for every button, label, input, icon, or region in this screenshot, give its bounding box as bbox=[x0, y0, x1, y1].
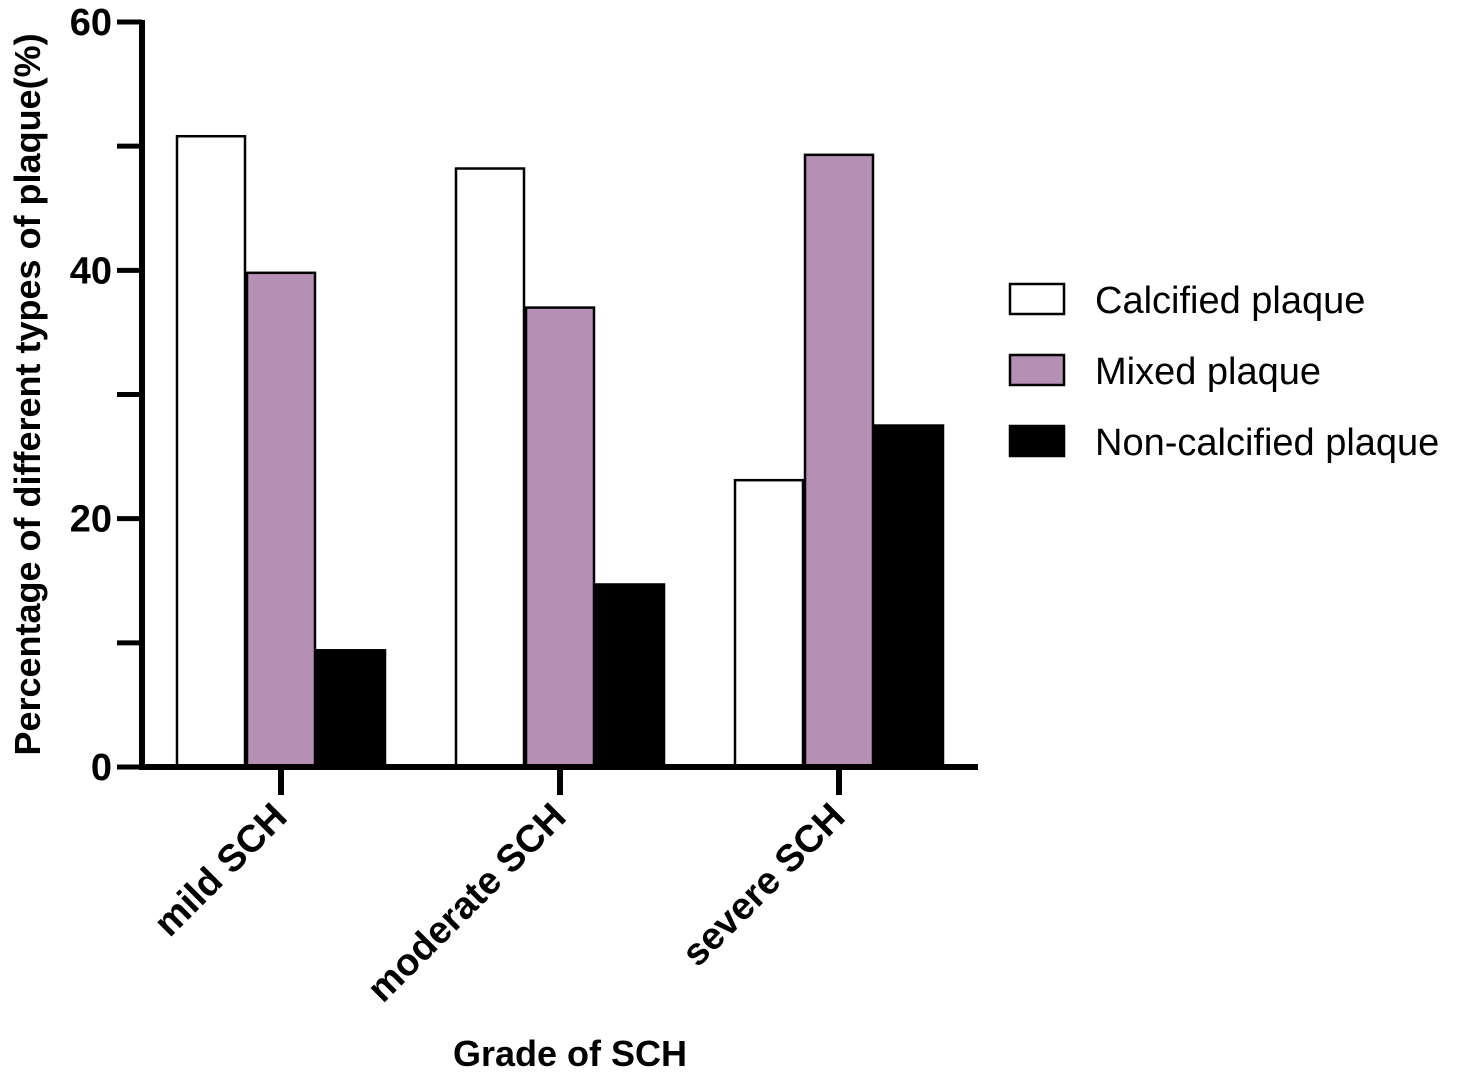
bar-calcified-plaque-moderate-sch bbox=[454, 167, 526, 769]
x-tick-label: moderate SCH bbox=[360, 796, 575, 1011]
bar-calcified-plaque-severe-sch bbox=[733, 478, 805, 769]
bar-mixed-plaque-mild-sch bbox=[245, 271, 317, 769]
legend-swatch bbox=[1008, 353, 1066, 387]
bars-layer bbox=[175, 134, 945, 769]
legend-label: Calcified plaque bbox=[1095, 280, 1365, 322]
legend: Calcified plaque Mixed plaque Non-calcifie… bbox=[1008, 280, 1439, 464]
y-axis-title: Percentage of different types of plaque(… bbox=[7, 33, 48, 755]
legend-swatch bbox=[1008, 282, 1066, 316]
bar-non-calcified-plaque-moderate-sch bbox=[594, 583, 666, 769]
axes-layer bbox=[117, 19, 978, 795]
x-axis-title: Grade of SCH bbox=[453, 1033, 687, 1072]
legend-swatch bbox=[1008, 424, 1066, 458]
bar-non-calcified-plaque-mild-sch bbox=[315, 649, 387, 769]
y-tick-label: 0 bbox=[91, 747, 112, 789]
y-tick-label: 40 bbox=[70, 250, 112, 292]
x-tick-label: mild SCH bbox=[146, 796, 295, 945]
bar-calcified-plaque-mild-sch bbox=[175, 134, 247, 769]
x-tick-label: severe SCH bbox=[674, 796, 853, 975]
y-tick-label: 20 bbox=[70, 499, 112, 541]
y-tick-label: 60 bbox=[70, 2, 112, 44]
bar-non-calcified-plaque-severe-sch bbox=[873, 424, 945, 769]
bar-mixed-plaque-severe-sch bbox=[803, 153, 875, 769]
legend-label: Mixed plaque bbox=[1095, 351, 1321, 393]
legend-label: Non-calcified plaque bbox=[1095, 422, 1439, 464]
bar-mixed-plaque-moderate-sch bbox=[524, 306, 596, 769]
labels-layer: 0 20 40 60 mild SCH moderate SCH severe SCH Gra… bbox=[7, 2, 853, 1072]
